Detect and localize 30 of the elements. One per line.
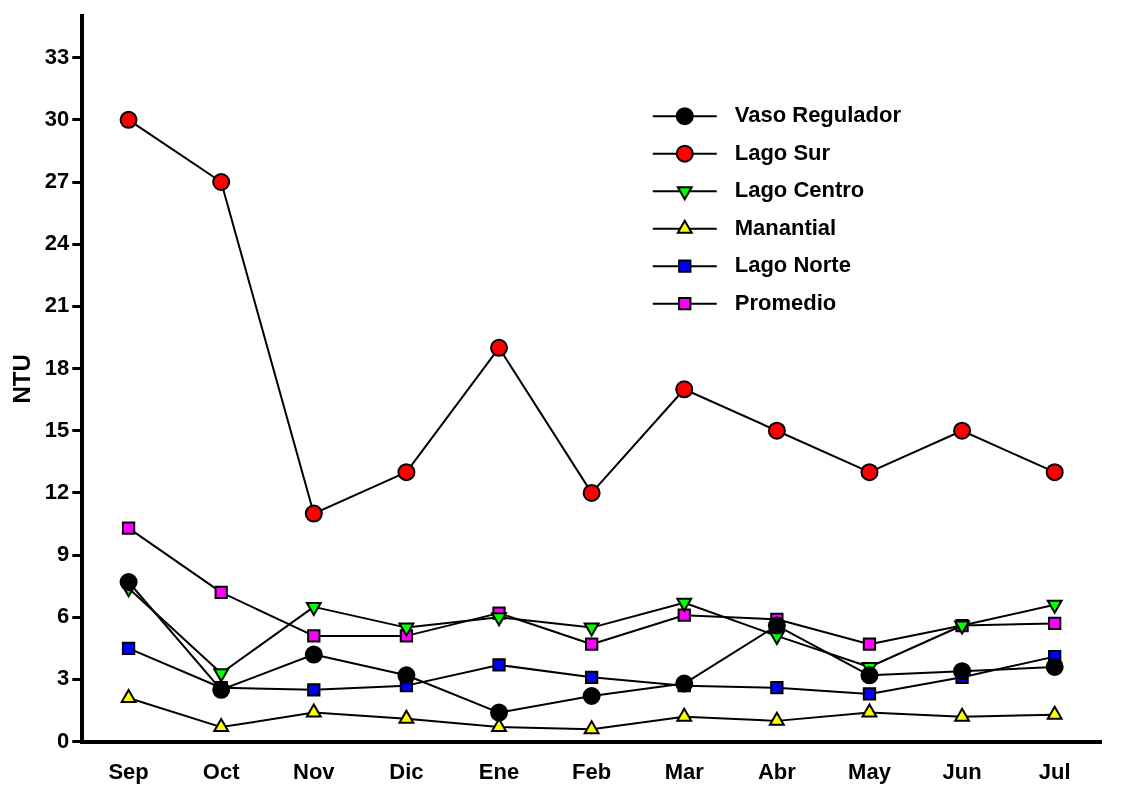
- legend-label: Promedio: [734, 289, 837, 315]
- y-tick-label: 27: [44, 168, 70, 194]
- x-tick-label: Jul: [1038, 758, 1071, 784]
- y-tick-label: 18: [44, 354, 70, 380]
- y-tick-label: 9: [57, 541, 70, 567]
- x-tick-label: Oct: [202, 758, 241, 784]
- legend-label: Lago Norte: [734, 252, 851, 278]
- x-tick-label: May: [848, 758, 892, 784]
- x-tick-label: Ene: [478, 758, 520, 784]
- x-tick-label: Jun: [942, 758, 982, 784]
- y-axis-title: NTU: [8, 354, 36, 404]
- y-tick-label: 15: [44, 416, 70, 442]
- x-tick-label: Nov: [293, 758, 336, 784]
- legend-label: Lago Centro: [734, 177, 865, 203]
- x-tick-label: Mar: [664, 758, 705, 784]
- y-tick-label: 12: [44, 478, 70, 504]
- y-tick-label: 30: [44, 105, 70, 131]
- legend-label: Lago Sur: [734, 139, 831, 165]
- y-tick-label: 33: [44, 43, 70, 69]
- y-tick-label: 6: [57, 603, 70, 629]
- legend-label: Manantial: [734, 214, 837, 240]
- x-tick-label: Sep: [108, 758, 149, 784]
- x-tick-label: Feb: [572, 758, 612, 784]
- y-tick-label: 21: [44, 292, 70, 318]
- y-tick-label: 0: [57, 727, 70, 753]
- y-tick-label: 24: [44, 230, 71, 256]
- x-tick-label: Abr: [757, 758, 797, 784]
- y-tick-label: 3: [57, 665, 70, 691]
- legend-label: Vaso Regulador: [734, 102, 902, 128]
- x-tick-label: Dic: [389, 758, 424, 784]
